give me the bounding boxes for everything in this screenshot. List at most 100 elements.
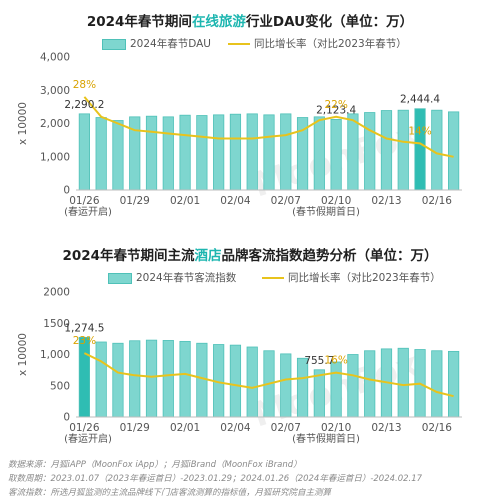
bar bbox=[145, 339, 158, 418]
legend-label-line: 同比增长率（对比2023年春节） bbox=[288, 272, 441, 284]
legend-swatch-line bbox=[262, 277, 284, 279]
y-tick-label: 0 bbox=[63, 412, 70, 424]
title-prefix: 2024年春节期间 bbox=[86, 14, 192, 30]
plot-area: 0 1,000 2,000 3,000 4,000 x 10000 2,290.2 2,123… bbox=[17, 52, 462, 218]
x-tick-label: 02/16 bbox=[422, 195, 453, 207]
legend-item-line: 同比增长率（对比2023年春节） bbox=[228, 36, 407, 52]
bar bbox=[397, 109, 409, 191]
y-tick-label: 4,000 bbox=[40, 52, 70, 64]
legend-label-bar: 2024年春节客流指数 bbox=[136, 272, 237, 284]
bar bbox=[380, 110, 393, 191]
bar bbox=[246, 113, 258, 191]
footer-notes: 数据来源：月狐iAPP（MoonFox iApp）；月狐iBrand（MoonF… bbox=[8, 458, 498, 500]
bar bbox=[313, 116, 325, 191]
legend-label-line: 同比增长率（对比2023年春节） bbox=[254, 38, 407, 50]
x-tick-label: 02/10 bbox=[321, 195, 351, 207]
bar bbox=[330, 118, 342, 191]
bar bbox=[145, 115, 158, 191]
bar bbox=[112, 342, 124, 418]
legend-item-line: 同比增长率（对比2023年春节） bbox=[262, 270, 441, 286]
x-axis-note: (春运开启) bbox=[64, 432, 112, 445]
x-tick-label: 02/01 bbox=[170, 195, 200, 207]
y-tick-label: 2,000 bbox=[40, 118, 70, 130]
legend: 2024年春节客流指数 同比增长率（对比2023年春节） bbox=[0, 270, 500, 286]
bar bbox=[179, 340, 191, 418]
x-tick-label: 02/04 bbox=[220, 195, 251, 207]
chart-hotel-traffic-index: 2024年春节期间主流酒店品牌客流指数趋势分析（单位：万） 2024年春节客流指… bbox=[0, 234, 500, 456]
title-suffix: 行业DAU变化（单位：万） bbox=[245, 14, 414, 30]
bar bbox=[414, 108, 426, 191]
x-tick-label: 02/07 bbox=[271, 422, 301, 434]
bar bbox=[347, 354, 359, 418]
bar bbox=[448, 111, 460, 191]
legend-swatch-line bbox=[228, 43, 250, 45]
bar-value-label: 755.7 bbox=[304, 355, 334, 367]
y-tick-label: 2000 bbox=[43, 287, 70, 299]
x-tick-label: 02/04 bbox=[220, 422, 251, 434]
chart-title: 2024年春节期间在线旅游行业DAU变化（单位：万） bbox=[0, 10, 500, 30]
bar bbox=[78, 113, 90, 191]
title-highlight: 在线旅游 bbox=[191, 14, 246, 30]
bar bbox=[330, 361, 342, 418]
bar bbox=[213, 114, 225, 191]
x-axis-note: (春运开启) bbox=[64, 205, 112, 218]
x-tick-label: 01/26 bbox=[69, 422, 100, 434]
bar bbox=[95, 117, 107, 191]
bar bbox=[280, 353, 292, 418]
legend-swatch-bar bbox=[102, 38, 126, 50]
title-suffix: 品牌客流指数趋势分析（单位：万） bbox=[221, 248, 438, 264]
growth-rate-label: 22% bbox=[324, 99, 347, 111]
legend-label-bar: 2024年春节DAU bbox=[130, 38, 211, 50]
footer-period: 取数周期：2023.01.07（2023年春运首日）-2023.01.29；20… bbox=[8, 474, 423, 484]
growth-rate-label: 28% bbox=[73, 79, 96, 91]
x-tick-label: 02/13 bbox=[371, 195, 401, 207]
bar bbox=[246, 346, 258, 418]
bar-value-label: 2,290.2 bbox=[64, 99, 104, 111]
bar bbox=[112, 120, 124, 191]
bar bbox=[347, 113, 359, 191]
chart-title: 2024年春节期间主流酒店品牌客流指数趋势分析（单位：万） bbox=[0, 244, 500, 264]
y-axis-label: x 10000 bbox=[17, 333, 29, 376]
bar bbox=[162, 116, 174, 191]
bar bbox=[280, 113, 292, 191]
growth-rate-line bbox=[83, 96, 454, 158]
x-tick-label: 02/01 bbox=[170, 422, 200, 434]
legend-item-bar: 2024年春节客流指数 bbox=[108, 270, 236, 286]
bar bbox=[364, 112, 376, 191]
y-tick-label: 3,000 bbox=[40, 85, 70, 97]
y-tick-label: 0 bbox=[63, 185, 70, 197]
plot-area: 0 500 1,000 1500 2000 x 10000 1,274.5 755.7 23% 1… bbox=[17, 287, 462, 445]
title-highlight: 酒店 bbox=[194, 248, 222, 264]
x-tick-label: 02/10 bbox=[321, 422, 351, 434]
x-axis-note: (春节假期首日) bbox=[292, 205, 360, 218]
bar bbox=[162, 340, 174, 418]
title-prefix: 2024年春节期间主流 bbox=[62, 248, 195, 264]
x-tick-label: 01/26 bbox=[69, 195, 100, 207]
bar bbox=[229, 113, 242, 191]
bar bbox=[78, 336, 90, 418]
legend-item-bar: 2024年春节DAU bbox=[102, 36, 211, 52]
x-axis-note: (春节假期首日) bbox=[292, 432, 360, 445]
bar bbox=[196, 115, 208, 191]
bar bbox=[397, 347, 409, 418]
growth-rate-label: 23% bbox=[73, 335, 96, 347]
y-tick-label: 1,000 bbox=[40, 151, 70, 163]
bar bbox=[431, 350, 443, 418]
bar-value-label: 1,274.5 bbox=[64, 322, 104, 334]
legend: 2024年春节DAU 同比增长率（对比2023年春节） bbox=[0, 36, 500, 52]
bar bbox=[263, 114, 275, 191]
growth-rate-label: 14% bbox=[408, 125, 431, 137]
bar-value-label: 2,123.4 bbox=[316, 104, 356, 116]
bar bbox=[129, 340, 141, 418]
bar bbox=[448, 350, 460, 418]
y-axis-label: x 10000 bbox=[17, 102, 29, 145]
growth-rate-line bbox=[83, 352, 454, 398]
footer-source: 数据来源：月狐iAPP（MoonFox iApp）；月狐iBrand（MoonF… bbox=[8, 460, 302, 470]
bar bbox=[179, 114, 191, 191]
footer-definition: 客流指数：所选月狐监测的主流品牌线下门店客流测算的指标值，月狐研究院自主测算 bbox=[8, 488, 332, 498]
x-tick-label: 02/07 bbox=[271, 195, 301, 207]
x-tick-label: 02/16 bbox=[422, 422, 453, 434]
legend-swatch-bar bbox=[108, 272, 132, 284]
y-tick-label: 1,000 bbox=[40, 349, 70, 361]
bar bbox=[296, 357, 309, 418]
